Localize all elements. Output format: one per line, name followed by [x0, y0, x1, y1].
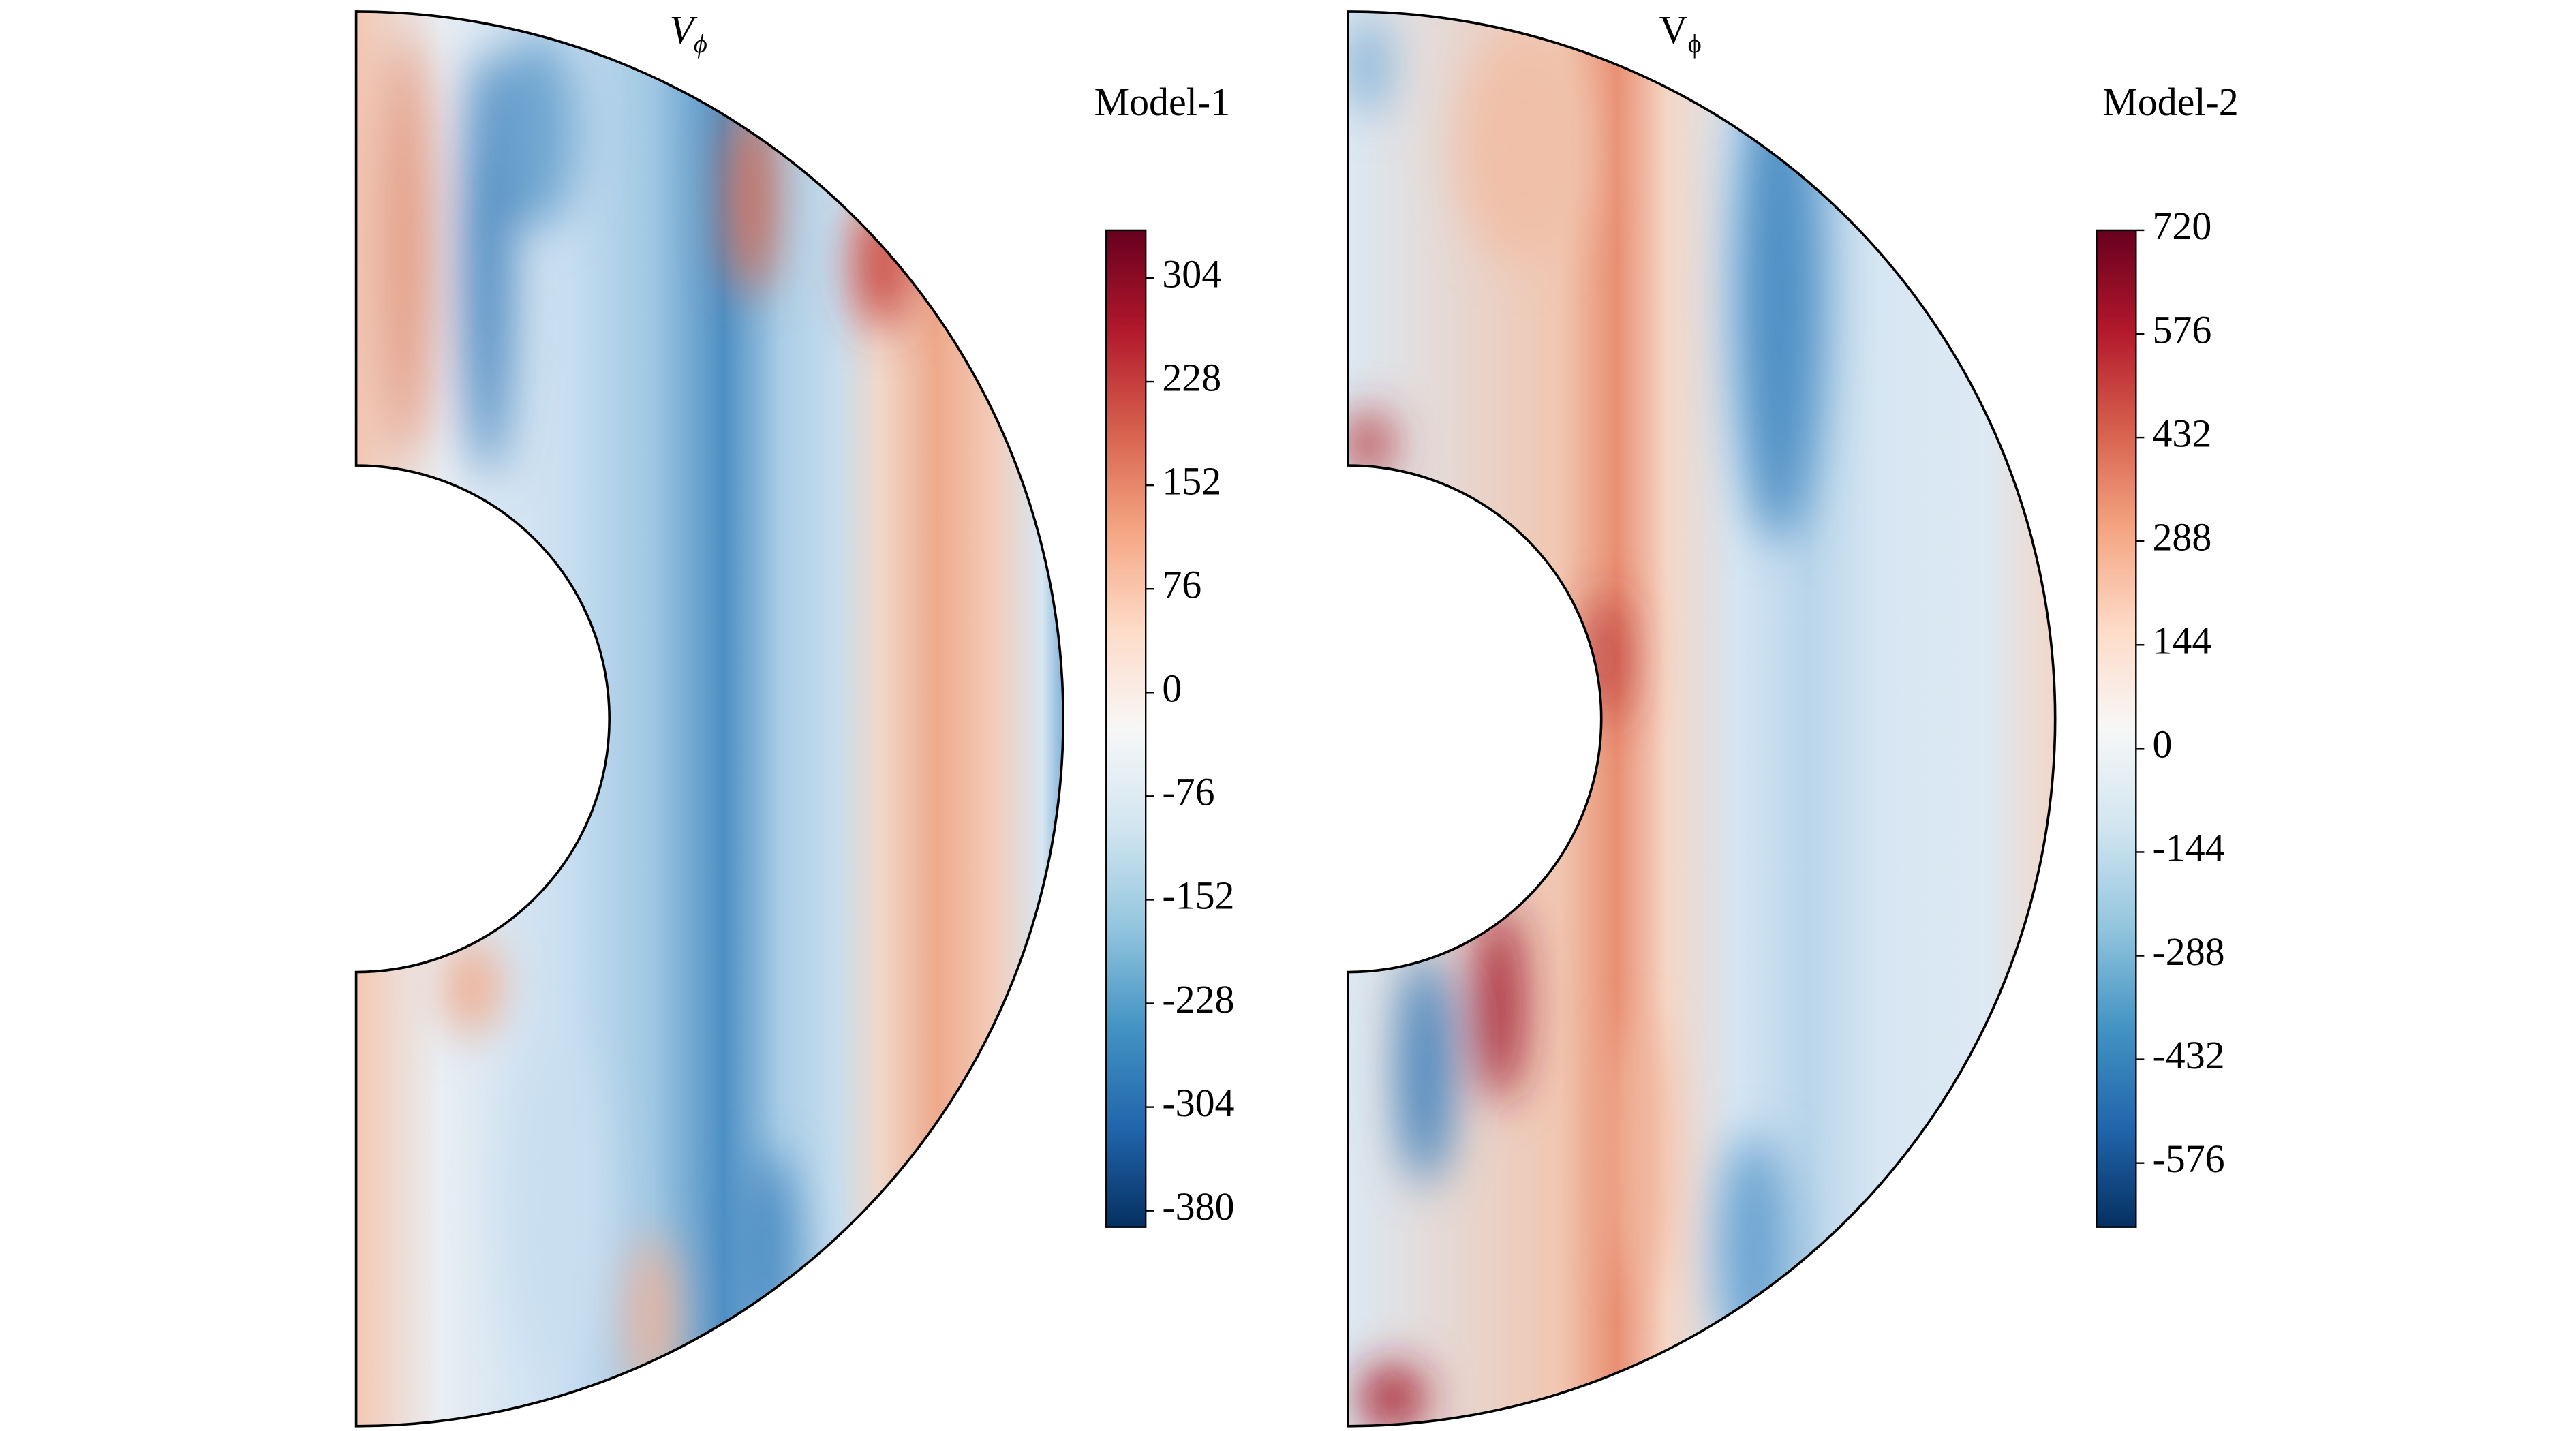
colorbar-tick-label: -288	[2152, 929, 2224, 974]
colorbar-tick-label: 720	[2152, 204, 2211, 248]
colorbar-tick-label: 144	[2152, 619, 2211, 663]
colorbar-tick-label: -576	[2152, 1137, 2224, 1181]
colorbar-tick-label: 304	[1162, 251, 1221, 296]
colorbar-tick-label: 0	[1162, 666, 1182, 711]
colorbar-tick-label: 228	[1162, 355, 1221, 399]
title-subscript: ϕ	[1687, 30, 1701, 59]
model-label: Model-1	[1094, 80, 1230, 124]
panel-title: Vϕ	[669, 7, 707, 59]
colorbar-tick-label: -152	[1162, 874, 1234, 918]
colorbar-tick-label: 76	[1162, 563, 1201, 607]
colorbar-tick-label: -76	[1162, 770, 1214, 814]
domain-outline	[1347, 10, 2057, 1428]
colorbar-tick-label: -304	[1162, 1081, 1234, 1125]
model-label: Model-2	[2102, 80, 2238, 124]
colorbar-tick-label: 432	[2152, 411, 2211, 455]
title-main: V	[669, 7, 697, 52]
colorbar-tick-label: 0	[2152, 722, 2172, 767]
title-subscript: ϕ	[694, 30, 707, 59]
colorbar	[2096, 229, 2137, 1228]
colorbar-tick-label: -228	[1162, 977, 1234, 1021]
field-2	[1348, 11, 2055, 1426]
colorbar-tick-label: 576	[2152, 307, 2211, 352]
colorbar-tick-label: -144	[2152, 826, 2224, 870]
colorbar-tick-label: 152	[1162, 459, 1221, 503]
colorbar-tick-label: -432	[2152, 1033, 2224, 1077]
title-main: V	[1659, 7, 1688, 52]
domain-outline	[354, 10, 1065, 1428]
colorbar	[1105, 229, 1147, 1228]
colorbar-tick-label: 288	[2152, 514, 2211, 559]
colorbar-tick-label: -380	[1162, 1184, 1234, 1229]
field-1	[356, 11, 1064, 1426]
panel-title: Vϕ	[1659, 7, 1702, 59]
